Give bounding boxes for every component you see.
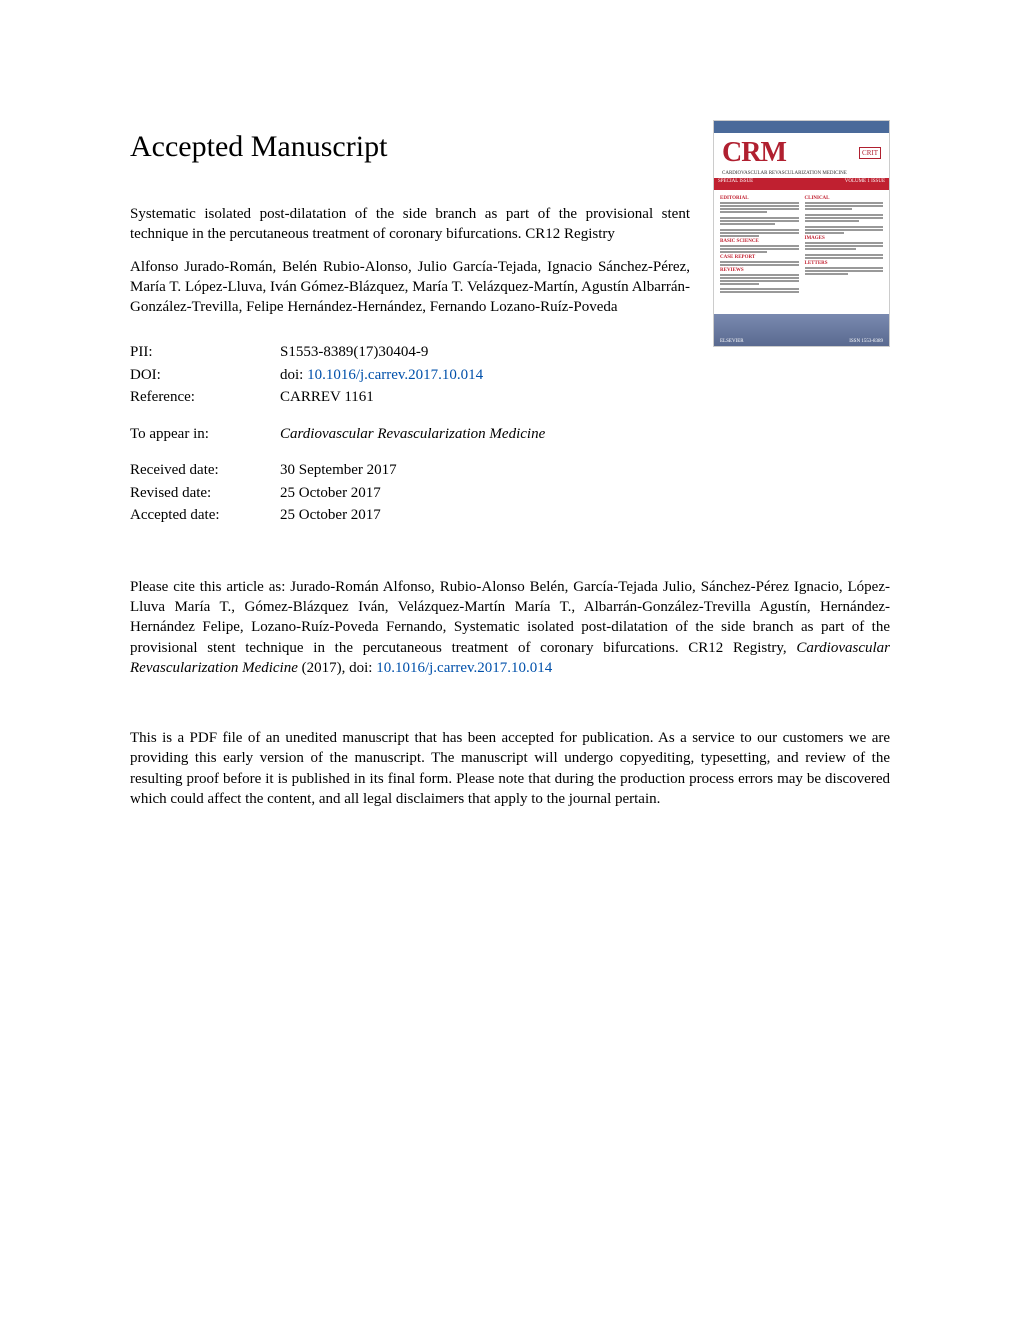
citation-doi-link[interactable]: 10.1016/j.carrev.2017.10.014: [376, 660, 552, 676]
metadata-block-2: To appear in: Cardiovascular Revasculari…: [130, 423, 890, 446]
article-title: Systematic isolated post-dilatation of t…: [130, 204, 690, 245]
accepted-value: 25 October 2017: [280, 504, 381, 527]
journal-cover-thumbnail: CRM CRIT CARDIOVASCULAR REVASCULARIZATIO…: [713, 120, 890, 347]
thumb-crit-badge: CRIT: [859, 147, 881, 159]
metadata-block-3: Received date: 30 September 2017 Revised…: [130, 459, 890, 527]
appear-label: To appear in:: [130, 423, 280, 446]
received-value: 30 September 2017: [280, 459, 397, 482]
revised-value: 25 October 2017: [280, 482, 381, 505]
reference-value: CARREV 1161: [280, 386, 374, 409]
thumb-contents: EDITORIAL BASIC SCIENCE CASE REPORT REVI…: [714, 190, 889, 298]
thumb-logo-row: CRM CRIT: [714, 133, 889, 171]
appear-row: To appear in: Cardiovascular Revasculari…: [130, 423, 890, 446]
thumb-issn: ISSN 1553-8389: [849, 339, 883, 344]
revised-row: Revised date: 25 October 2017: [130, 482, 890, 505]
thumb-top-bar: [714, 121, 889, 133]
received-label: Received date:: [130, 459, 280, 482]
disclaimer-text: This is a PDF file of an unedited manusc…: [130, 728, 890, 809]
received-row: Received date: 30 September 2017: [130, 459, 890, 482]
revised-label: Revised date:: [130, 482, 280, 505]
doi-label: DOI:: [130, 364, 280, 387]
reference-label: Reference:: [130, 386, 280, 409]
doi-row: DOI: doi: 10.1016/j.carrev.2017.10.014: [130, 364, 890, 387]
reference-row: Reference: CARREV 1161: [130, 386, 890, 409]
thumb-crm-logo: CRM: [722, 137, 786, 169]
appear-value: Cardiovascular Revascularization Medicin…: [280, 423, 545, 446]
thumb-red-bar: SPECIAL ISSUE VOLUME 1 ISSUE: [714, 178, 889, 190]
thumb-footer: ELSEVIER ISSN 1553-8389: [714, 314, 889, 346]
metadata-block-1: PII: S1553-8389(17)30404-9 DOI: doi: 10.…: [130, 341, 890, 409]
article-authors: Alfonso Jurado-Román, Belén Rubio-Alonso…: [130, 257, 690, 318]
accepted-label: Accepted date:: [130, 504, 280, 527]
accepted-manuscript-page: CRM CRIT CARDIOVASCULAR REVASCULARIZATIO…: [0, 0, 1020, 869]
accepted-row: Accepted date: 25 October 2017: [130, 504, 890, 527]
pii-label: PII:: [130, 341, 280, 364]
doi-value: doi: 10.1016/j.carrev.2017.10.014: [280, 364, 483, 387]
pii-value: S1553-8389(17)30404-9: [280, 341, 428, 364]
doi-link[interactable]: 10.1016/j.carrev.2017.10.014: [307, 367, 483, 383]
thumb-subtitle: CARDIOVASCULAR REVASCULARIZATION MEDICIN…: [714, 171, 889, 178]
citation-block: Please cite this article as: Jurado-Romá…: [130, 577, 890, 678]
